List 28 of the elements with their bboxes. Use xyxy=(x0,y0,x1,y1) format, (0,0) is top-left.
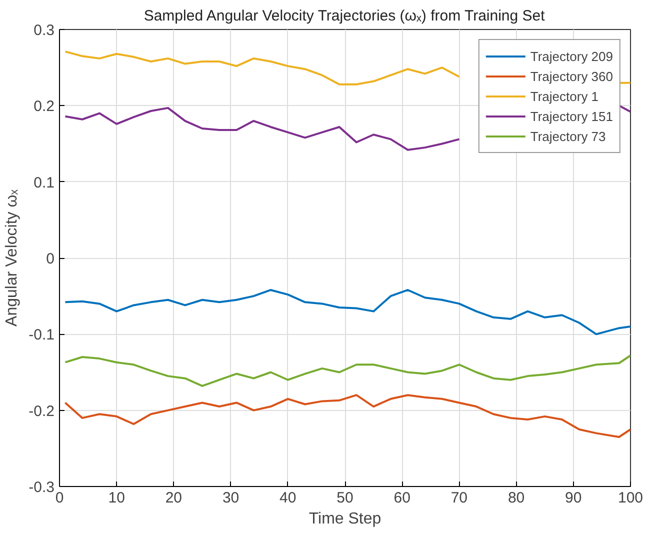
x-tick-label: 10 xyxy=(108,490,125,506)
y-tick-label: 0.3 xyxy=(34,22,55,39)
x-tick-label: 100 xyxy=(618,490,644,506)
y-tick-label: -0.2 xyxy=(28,402,55,420)
x-tick-label: 30 xyxy=(222,490,240,506)
legend-label: Trajectory 360 xyxy=(530,68,613,84)
legend-label: Trajectory 151 xyxy=(530,108,613,124)
y-tick-label: -0.1 xyxy=(28,326,55,344)
legend-label: Trajectory 1 xyxy=(530,88,599,104)
x-tick-label: 20 xyxy=(165,490,182,506)
x-axis-title: Time Step xyxy=(308,510,382,528)
x-tick-label: 40 xyxy=(280,490,296,506)
x-tick-label: 70 xyxy=(450,490,468,506)
y-tick-label: -0.3 xyxy=(28,479,55,496)
y-tick-label: 0.2 xyxy=(34,98,55,116)
y-tick-label: 0.1 xyxy=(34,174,55,192)
x-tick-label: 90 xyxy=(565,490,582,506)
line-series xyxy=(64,394,630,438)
y-tick-label: 0 xyxy=(46,250,54,268)
chart-title: Sampled Angular Velocity Trajectories (ωₓ) from Training Set xyxy=(144,8,546,24)
x-tick-label: 80 xyxy=(508,490,525,506)
y-axis-title: Angular Velocity ωₓ xyxy=(4,188,21,326)
legend-label: Trajectory 73 xyxy=(530,128,606,144)
x-tick-label: 60 xyxy=(394,490,410,506)
legend-label: Trajectory 209 xyxy=(530,48,613,64)
line-series xyxy=(64,288,630,336)
x-tick-label: 50 xyxy=(336,490,354,506)
line-series xyxy=(64,354,630,387)
